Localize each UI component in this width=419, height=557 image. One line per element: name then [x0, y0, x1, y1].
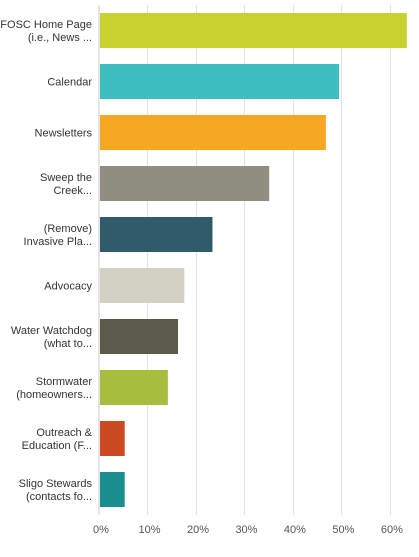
- category-label: (Remove) Invasive Pla...: [24, 223, 92, 248]
- x-tick-label: 50%: [332, 524, 354, 536]
- category-label: Advocacy: [44, 281, 92, 293]
- x-tick-label: 20%: [187, 524, 209, 536]
- category-label: Sweep the Creek...: [40, 172, 92, 197]
- category-label: FOSC Home Page (i.e., News ...: [0, 19, 92, 44]
- category-label: Newsletters: [35, 128, 93, 140]
- category-label: Sligo Stewards (contacts fo...: [19, 478, 93, 503]
- bar[interactable]: [100, 421, 125, 456]
- bar[interactable]: [100, 370, 168, 405]
- bar[interactable]: [100, 472, 125, 507]
- category-label: Calendar: [47, 77, 92, 89]
- bar[interactable]: [100, 64, 339, 99]
- bar[interactable]: [100, 217, 213, 252]
- x-tick-label: 0%: [93, 524, 109, 536]
- category-label: Outreach & Education (F...: [22, 427, 93, 452]
- category-labels: FOSC Home Page (i.e., News ... Calendar New…: [0, 19, 92, 503]
- x-tick-label: 60%: [381, 524, 403, 536]
- category-label: Water Watchdog (what to...: [11, 325, 92, 350]
- category-label: Stormwater (homeowners...: [16, 376, 92, 401]
- bar[interactable]: [100, 115, 326, 150]
- x-tick-label: 30%: [235, 524, 257, 536]
- x-tick-label: 10%: [138, 524, 160, 536]
- x-tick-label: 40%: [284, 524, 306, 536]
- bar[interactable]: [100, 13, 407, 48]
- bar[interactable]: [100, 166, 270, 201]
- bars: [100, 13, 407, 507]
- x-axis-ticks: 0% 10% 20% 30% 40% 50% 60%: [93, 524, 403, 536]
- bar[interactable]: [100, 268, 185, 303]
- bar[interactable]: [100, 319, 179, 354]
